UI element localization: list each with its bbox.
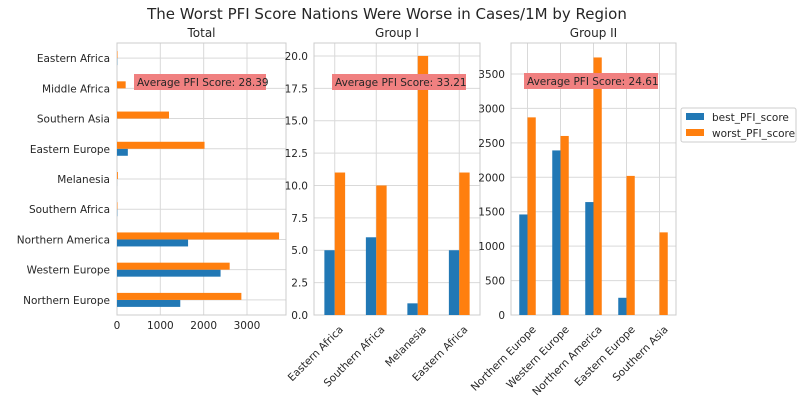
bar-best [117,299,181,307]
bar-worst [117,262,230,270]
y-tick-label: 1500 [478,207,505,219]
bar-worst [417,55,429,315]
y-tick-label: Northern America [17,234,110,246]
legend-swatch [686,113,704,120]
bar-best [407,303,418,315]
y-tick-label: Southern Africa [29,204,110,216]
bar-worst [117,111,169,119]
bar-worst [376,185,387,315]
annotation-box [134,74,266,90]
bar-worst [117,172,118,179]
bar-best [552,150,561,315]
y-tick-label: Middle Africa [42,83,110,95]
bar-worst [593,57,602,316]
bar-worst [626,175,635,315]
annotation-text: Average PFI Score: 33.21 [335,77,467,89]
y-tick-label: 12.5 [285,148,308,160]
y-tick-label: 17.5 [285,83,308,95]
subplot-title: Group I [375,26,419,40]
y-tick-label: 10.0 [285,180,308,192]
bar-worst [117,81,126,89]
legend-frame [680,107,797,143]
panel-total: Northern Europe Western Europe Northern Am… [17,26,287,332]
bar-best [448,250,460,315]
x-tick-label: 1000 [147,320,174,332]
annotation-text: Average PFI Score: 28.39 [137,77,269,89]
legend-swatch [686,129,704,136]
subplot-title: Total [186,26,215,40]
y-tick-label: Melanesia [57,174,110,186]
y-tick-label: 5.0 [291,245,308,257]
annotation-text: Average PFI Score: 24.61 [527,76,659,88]
legend-label: best_PFI_score [712,112,789,124]
bar-worst [527,117,536,315]
y-tick-label: 2500 [478,138,505,150]
y-tick-label: 2.5 [291,278,308,290]
y-tick-label: Northern Europe [23,295,110,307]
y-tick-label: 20.0 [285,51,308,63]
x-tick-label: Eastern Europe [573,324,638,389]
figure-title: The Worst PFI Score Nations Were Worse i… [146,5,627,23]
bar-best [618,297,627,315]
y-tick-label: Southern Asia [37,114,110,126]
y-tick-label: Eastern Africa [37,53,110,65]
axes-frame [313,42,481,316]
bar-worst [117,141,205,149]
y-tick-label: 0.0 [291,310,308,322]
y-tick-label: 7.5 [291,213,308,225]
legend-label: worst_PFI_score [712,128,795,140]
bar-worst [117,292,242,300]
bar-best [117,269,221,277]
annotation-box [524,73,658,89]
bar-worst [334,172,346,315]
bar-worst [117,232,280,240]
y-tick-label: 3500 [478,69,505,81]
bar-worst [659,232,668,315]
y-tick-label: 500 [485,276,505,288]
bar-best [519,214,528,315]
y-tick-label: 3000 [478,103,505,115]
y-tick-label: 2000 [478,172,505,184]
bar-best [117,239,189,247]
legend: best_PFI_score worst_PFI_score [680,107,797,143]
bar-best [117,148,128,156]
annotation-box [332,74,466,90]
subplot-title: Group II [570,26,617,40]
bar-worst [560,135,569,315]
x-tick-label: 0 [114,320,121,332]
y-tick-label: 0 [498,310,505,322]
y-tick-label: 15.0 [285,116,308,128]
bar-best [324,250,335,315]
bar-best [585,202,594,315]
x-tick-label: 3000 [234,320,261,332]
y-tick-label: 1000 [478,241,505,253]
bar-best [365,237,377,315]
y-tick-label: Western Europe [27,265,110,277]
bar-worst [459,172,470,315]
x-tick-label: 2000 [190,320,217,332]
y-tick-label: Eastern Europe [30,144,110,156]
